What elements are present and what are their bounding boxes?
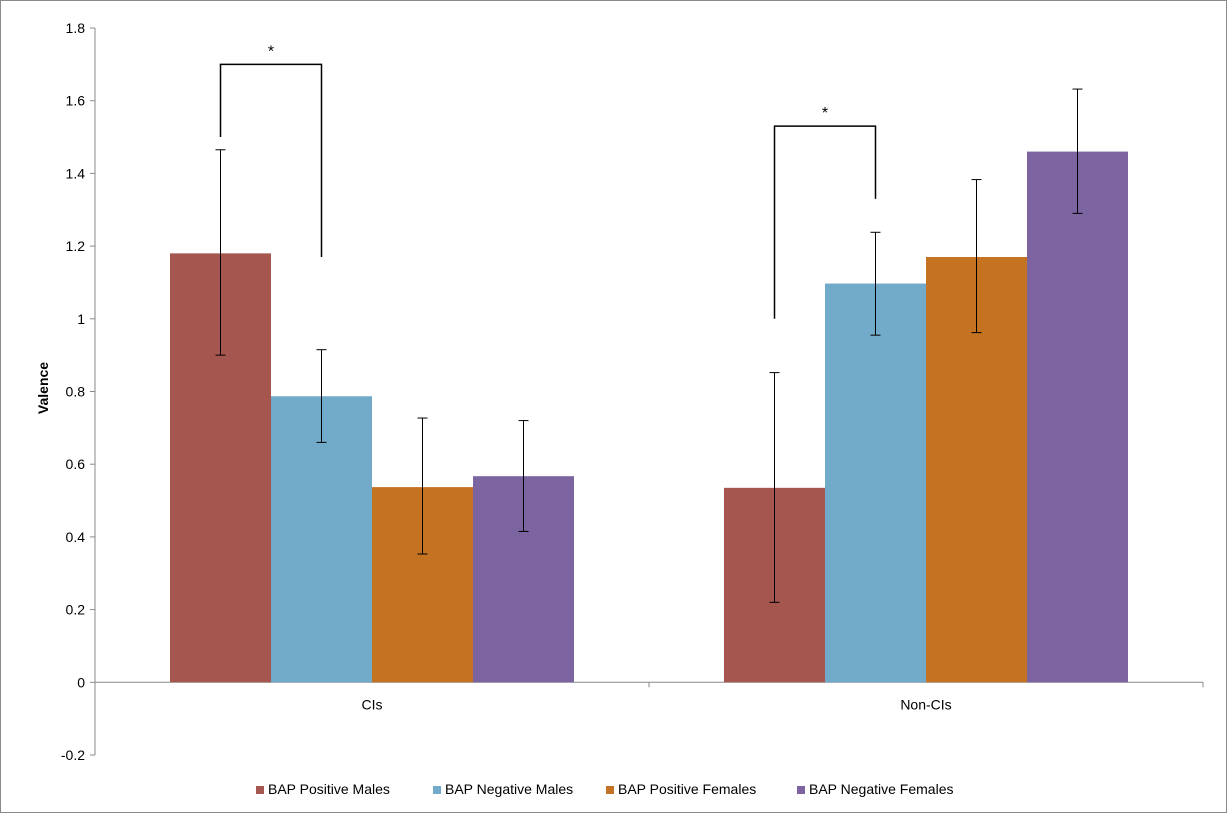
- y-tick-label: 1.6: [66, 93, 86, 109]
- legend: BAP Positive Males BAP Negative Males BAP …: [256, 781, 953, 797]
- y-axis-label: Valence: [35, 362, 51, 414]
- legend-label: BAP Negative Males: [445, 781, 573, 797]
- y-tick-label: 1: [77, 311, 85, 327]
- error-bars: [215, 88, 1083, 603]
- legend-label: BAP Positive Females: [618, 781, 756, 797]
- legend-label: BAP Negative Females: [809, 781, 953, 797]
- y-tick-label: -0.2: [61, 747, 85, 763]
- y-tick-label: 1.8: [66, 20, 86, 36]
- bar: [271, 396, 372, 683]
- significance-bracket: [773, 125, 877, 319]
- legend-swatch: [256, 786, 264, 794]
- significance-bracket: [219, 63, 323, 258]
- significance-star: *: [268, 43, 274, 60]
- legend-swatch: [433, 786, 441, 794]
- legend-swatch: [797, 786, 805, 794]
- y-tick-label: 0.2: [66, 602, 86, 618]
- y-tick-label: 0.8: [66, 384, 86, 400]
- y-tick-label: 0.6: [66, 456, 86, 472]
- category-label: CIs: [362, 696, 383, 712]
- y-tick-label: 0: [77, 674, 85, 690]
- bar: [825, 283, 926, 683]
- y-tick-label: 1.4: [66, 165, 86, 181]
- y-tick-label: 0.4: [66, 529, 86, 545]
- axes: 1.8 1.6 1.4 1.2 1 0.8 0.6 0.4 0.2 0 -0.2 CIs Non-CIs: [61, 20, 1204, 763]
- y-tick-label: 1.2: [66, 238, 86, 254]
- significance-star: *: [822, 105, 828, 122]
- legend-label: BAP Positive Males: [268, 781, 390, 797]
- bar: [1027, 151, 1128, 683]
- legend-swatch: [606, 786, 614, 794]
- bars: [170, 151, 1128, 683]
- significance-brackets: **: [219, 43, 877, 319]
- category-label: Non-CIs: [900, 696, 951, 712]
